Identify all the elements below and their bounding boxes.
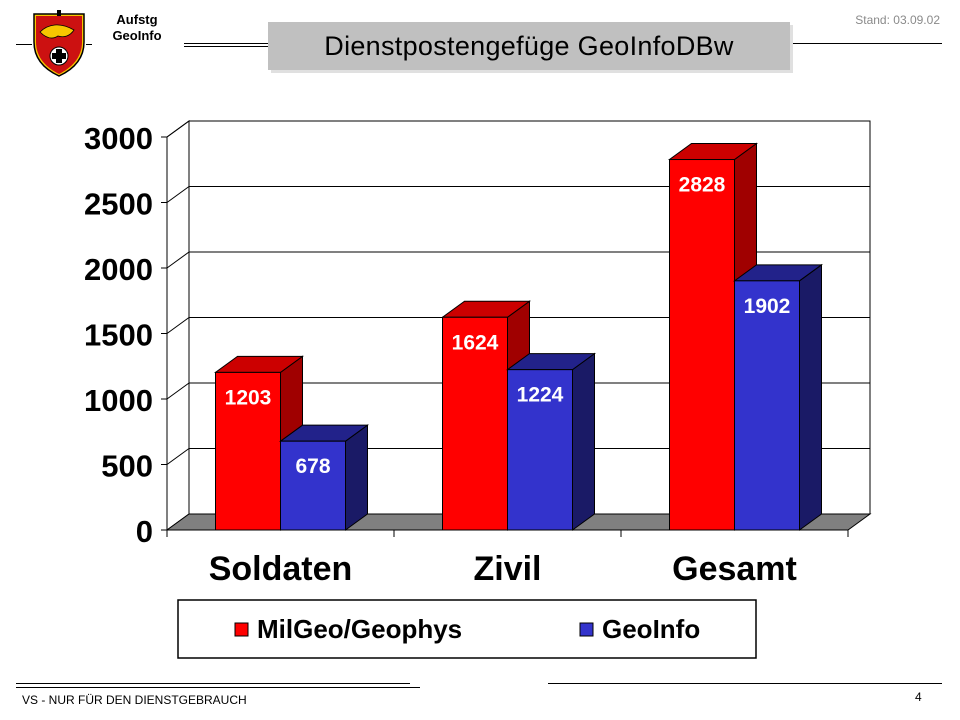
x-category-label: Soldaten xyxy=(209,550,353,588)
page-number: 4 xyxy=(915,690,922,704)
gridline-side xyxy=(166,317,190,334)
data-label: 1902 xyxy=(744,295,791,318)
y-tick-label: 0 xyxy=(136,514,153,549)
header-rule-left-2 xyxy=(86,44,92,45)
footer-rule-right xyxy=(548,683,942,684)
org-line-2: GeoInfo xyxy=(112,28,162,43)
legend-label: MilGeo/Geophys xyxy=(257,614,462,644)
legend: MilGeo/Geophys GeoInfo xyxy=(177,599,757,659)
data-label: 2828 xyxy=(679,174,726,197)
header-rule-mid-2 xyxy=(184,46,268,47)
x-category-label: Zivil xyxy=(473,550,541,588)
date-stamp: Stand: 03.09.02 xyxy=(855,13,940,27)
gridline-side xyxy=(166,251,190,269)
x-category-label: Gesamt xyxy=(672,550,797,588)
bar-front-face xyxy=(669,159,735,531)
footer-rule-left-2 xyxy=(16,687,420,688)
bar-side-face xyxy=(799,263,822,531)
bar-geoinfo-zivil: 1224 xyxy=(505,352,597,531)
y-tick-label: 3000 xyxy=(84,121,153,156)
classification-footer: VS - NUR FÜR DEN DIENSTGEBRAUCH xyxy=(22,693,247,707)
org-line-1: Aufstg xyxy=(116,12,158,27)
bar-side-face xyxy=(572,352,595,531)
legend-label: GeoInfo xyxy=(602,614,700,644)
data-label: 1203 xyxy=(225,386,272,409)
y-tick-label: 2500 xyxy=(84,187,153,222)
data-label: 1624 xyxy=(452,331,499,354)
y-tick-label: 1000 xyxy=(84,383,153,418)
bar-front-face xyxy=(215,371,281,531)
legend-swatch xyxy=(579,622,594,637)
gridline-side xyxy=(166,120,190,138)
header-rule-mid xyxy=(184,43,268,44)
bar-front-face xyxy=(734,280,800,531)
header-rule-left xyxy=(16,44,32,45)
coat-of-arms-logo xyxy=(33,10,85,77)
gridline-side xyxy=(166,186,190,203)
gridline-side xyxy=(166,448,190,465)
bar-geoinfo-soldaten: 678 xyxy=(278,424,370,531)
y-tick-label: 1500 xyxy=(84,318,153,353)
y-tick-label: 500 xyxy=(101,449,153,484)
title-box: Dienstpostengefüge GeoInfoDBw xyxy=(268,22,790,70)
legend-box xyxy=(177,599,757,659)
bar-front-face xyxy=(280,440,346,531)
bar-side-face xyxy=(345,424,368,531)
legend-swatch xyxy=(234,622,249,637)
bar-front-face xyxy=(507,369,573,531)
org-unit-label: Aufstg GeoInfo xyxy=(92,12,182,44)
bar-geoinfo-gesamt: 1902 xyxy=(732,263,824,531)
data-label: 678 xyxy=(295,455,330,478)
page-title: Dienstpostengefüge GeoInfoDBw xyxy=(324,30,734,61)
y-tick-label: 2000 xyxy=(84,252,153,287)
data-label: 1224 xyxy=(517,384,564,407)
header-rule-right xyxy=(790,43,942,44)
bar-front-face xyxy=(442,316,508,531)
footer-rule-left xyxy=(16,683,410,684)
gridline-side xyxy=(166,382,190,400)
